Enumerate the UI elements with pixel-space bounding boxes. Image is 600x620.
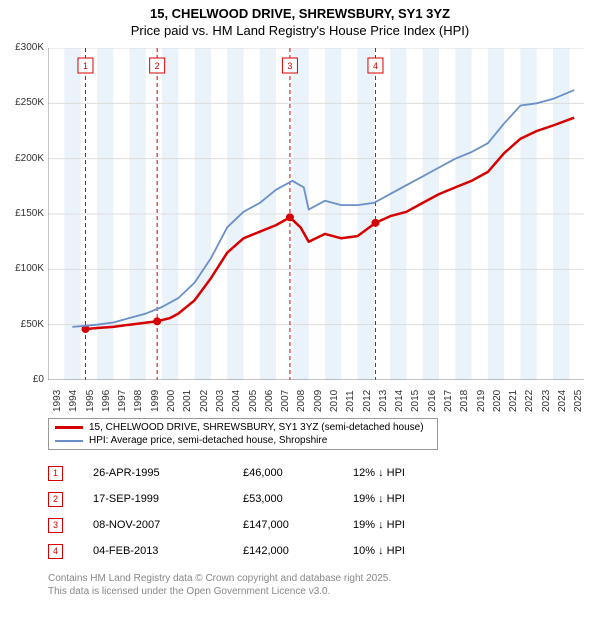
x-tick-label: 2016	[427, 382, 438, 412]
legend-swatch-red	[55, 426, 83, 429]
table-row: 4 04-FEB-2013 £142,000 10% ↓ HPI	[48, 538, 568, 564]
x-tick-label: 1999	[150, 382, 161, 412]
sale-price: £53,000	[243, 493, 353, 505]
y-tick-label: £100K	[0, 263, 44, 274]
x-tick-label: 2000	[166, 382, 177, 412]
y-tick-label: £200K	[0, 153, 44, 164]
x-tick-label: 2007	[280, 382, 291, 412]
x-tick-label: 2024	[557, 382, 568, 412]
x-tick-label: 1995	[85, 382, 96, 412]
sale-marker: 1	[48, 466, 63, 481]
legend-swatch-blue	[55, 440, 83, 442]
chart-svg: 1 2 3 4	[48, 48, 584, 380]
svg-text:4: 4	[373, 61, 378, 71]
table-row: 2 17-SEP-1999 £53,000 19% ↓ HPI	[48, 486, 568, 512]
x-tick-label: 1996	[101, 382, 112, 412]
x-tick-label: 2001	[182, 382, 193, 412]
x-tick-label: 2004	[231, 382, 242, 412]
sale-marker: 4	[48, 544, 63, 559]
x-tick-label: 1998	[133, 382, 144, 412]
y-tick-label: £0	[0, 374, 44, 385]
y-tick-label: £250K	[0, 97, 44, 108]
sale-diff: 10% ↓ HPI	[353, 545, 473, 557]
x-tick-label: 1994	[68, 382, 79, 412]
x-tick-label: 1997	[117, 382, 128, 412]
x-tick-label: 2012	[362, 382, 373, 412]
legend: 15, CHELWOOD DRIVE, SHREWSBURY, SY1 3YZ …	[48, 418, 438, 450]
attribution: Contains HM Land Registry data © Crown c…	[48, 572, 391, 598]
y-tick-label: £150K	[0, 208, 44, 219]
x-tick-label: 2013	[378, 382, 389, 412]
chart-plot: 1 2 3 4	[48, 48, 584, 380]
x-tick-label: 2015	[410, 382, 421, 412]
sales-table: 1 26-APR-1995 £46,000 12% ↓ HPI 2 17-SEP…	[48, 460, 568, 564]
sale-date: 04-FEB-2013	[93, 545, 243, 557]
svg-text:2: 2	[155, 61, 160, 71]
svg-text:3: 3	[287, 61, 292, 71]
x-tick-label: 2010	[329, 382, 340, 412]
x-tick-label: 2009	[313, 382, 324, 412]
x-tick-label: 2017	[443, 382, 454, 412]
sale-date: 08-NOV-2007	[93, 519, 243, 531]
svg-text:1: 1	[83, 61, 88, 71]
x-tick-label: 2008	[296, 382, 307, 412]
sale-marker: 2	[48, 492, 63, 507]
x-tick-label: 2011	[345, 382, 356, 412]
x-tick-label: 2014	[394, 382, 405, 412]
x-tick-label: 2002	[199, 382, 210, 412]
x-tick-label: 2021	[508, 382, 519, 412]
legend-item: HPI: Average price, semi-detached house,…	[49, 434, 437, 447]
legend-label: 15, CHELWOOD DRIVE, SHREWSBURY, SY1 3YZ …	[89, 422, 424, 433]
x-tick-label: 2019	[476, 382, 487, 412]
title-subtitle: Price paid vs. HM Land Registry's House …	[0, 23, 600, 38]
x-tick-label: 1993	[52, 382, 63, 412]
y-tick-label: £300K	[0, 42, 44, 53]
sale-price: £147,000	[243, 519, 353, 531]
attribution-line: This data is licensed under the Open Gov…	[48, 585, 391, 598]
x-tick-label: 2022	[524, 382, 535, 412]
sale-price: £46,000	[243, 467, 353, 479]
sale-diff: 12% ↓ HPI	[353, 467, 473, 479]
sale-price: £142,000	[243, 545, 353, 557]
sale-marker: 3	[48, 518, 63, 533]
y-tick-label: £50K	[0, 319, 44, 330]
sale-diff: 19% ↓ HPI	[353, 519, 473, 531]
title-block: 15, CHELWOOD DRIVE, SHREWSBURY, SY1 3YZ …	[0, 0, 600, 38]
legend-item: 15, CHELWOOD DRIVE, SHREWSBURY, SY1 3YZ …	[49, 421, 437, 434]
attribution-line: Contains HM Land Registry data © Crown c…	[48, 572, 391, 585]
x-tick-label: 2023	[541, 382, 552, 412]
chart-container: 15, CHELWOOD DRIVE, SHREWSBURY, SY1 3YZ …	[0, 0, 600, 620]
x-tick-label: 2005	[248, 382, 259, 412]
sale-diff: 19% ↓ HPI	[353, 493, 473, 505]
title-address: 15, CHELWOOD DRIVE, SHREWSBURY, SY1 3YZ	[0, 6, 600, 21]
x-tick-label: 2006	[264, 382, 275, 412]
x-tick-label: 2020	[492, 382, 503, 412]
table-row: 1 26-APR-1995 £46,000 12% ↓ HPI	[48, 460, 568, 486]
x-tick-label: 2025	[573, 382, 584, 412]
x-tick-label: 2018	[459, 382, 470, 412]
sale-date: 17-SEP-1999	[93, 493, 243, 505]
table-row: 3 08-NOV-2007 £147,000 19% ↓ HPI	[48, 512, 568, 538]
sale-date: 26-APR-1995	[93, 467, 243, 479]
legend-label: HPI: Average price, semi-detached house,…	[89, 435, 327, 446]
x-tick-label: 2003	[215, 382, 226, 412]
